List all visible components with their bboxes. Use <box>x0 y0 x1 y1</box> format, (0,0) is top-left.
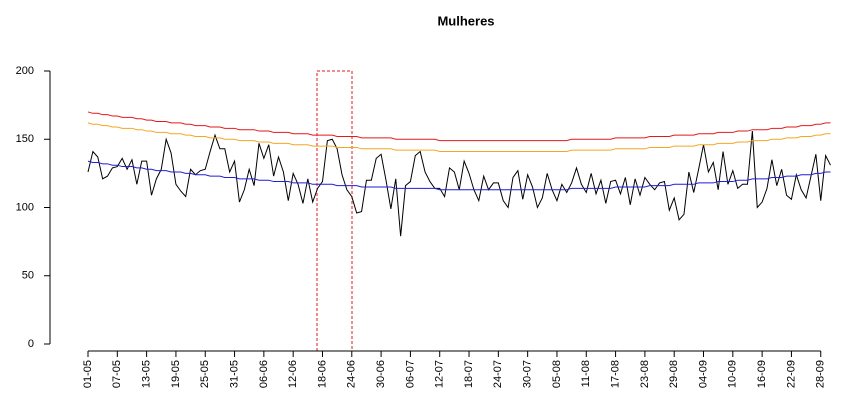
x-tick-label: 01-05 <box>82 360 94 388</box>
x-tick-label: 16-09 <box>756 360 768 388</box>
x-tick-label: 29-08 <box>668 360 680 388</box>
x-tick-label: 24-06 <box>346 360 358 388</box>
y-tick-label: 50 <box>22 270 34 282</box>
x-tick-label: 12-07 <box>434 360 446 388</box>
x-tick-label: 18-07 <box>463 360 475 388</box>
x-tick-label: 23-08 <box>639 360 651 388</box>
plot-area <box>87 111 831 237</box>
x-tick-label: 13-05 <box>141 360 153 388</box>
x-tick-label: 25-05 <box>199 360 211 388</box>
x-tick-label: 12-06 <box>287 360 299 388</box>
x-tick-label: 06-07 <box>404 360 416 388</box>
x-tick-label: 07-05 <box>111 360 123 388</box>
x-tick-label: 11-08 <box>580 360 592 387</box>
x-tick-label: 30-06 <box>375 360 387 388</box>
y-tick-label: 150 <box>16 133 34 145</box>
highlight-box <box>316 70 353 352</box>
x-tick-label: 24-07 <box>492 360 504 388</box>
x-tick-label: 18-06 <box>316 360 328 388</box>
series-line <box>87 122 831 153</box>
x-tick-label: 19-05 <box>170 360 182 388</box>
x-tick-label: 31-05 <box>228 360 240 388</box>
series-line <box>87 160 831 191</box>
x-tick-label: 30-07 <box>522 360 534 388</box>
series-line <box>87 131 831 237</box>
x-tick-label: 04-09 <box>697 360 709 388</box>
x-tick-label: 22-09 <box>785 360 797 388</box>
x-tick-label: 05-08 <box>551 360 563 388</box>
y-tick-label: 200 <box>16 65 34 77</box>
x-tick-label: 17-08 <box>609 360 621 388</box>
x-tick-label: 10-09 <box>727 360 739 388</box>
chart-title: Mulheres <box>437 13 494 28</box>
x-tick-label: 06-06 <box>258 360 270 388</box>
x-tick-label: 28-09 <box>815 360 827 388</box>
y-tick-label: 100 <box>16 201 34 213</box>
series-line <box>87 111 831 142</box>
y-tick-label: 0 <box>28 338 34 350</box>
